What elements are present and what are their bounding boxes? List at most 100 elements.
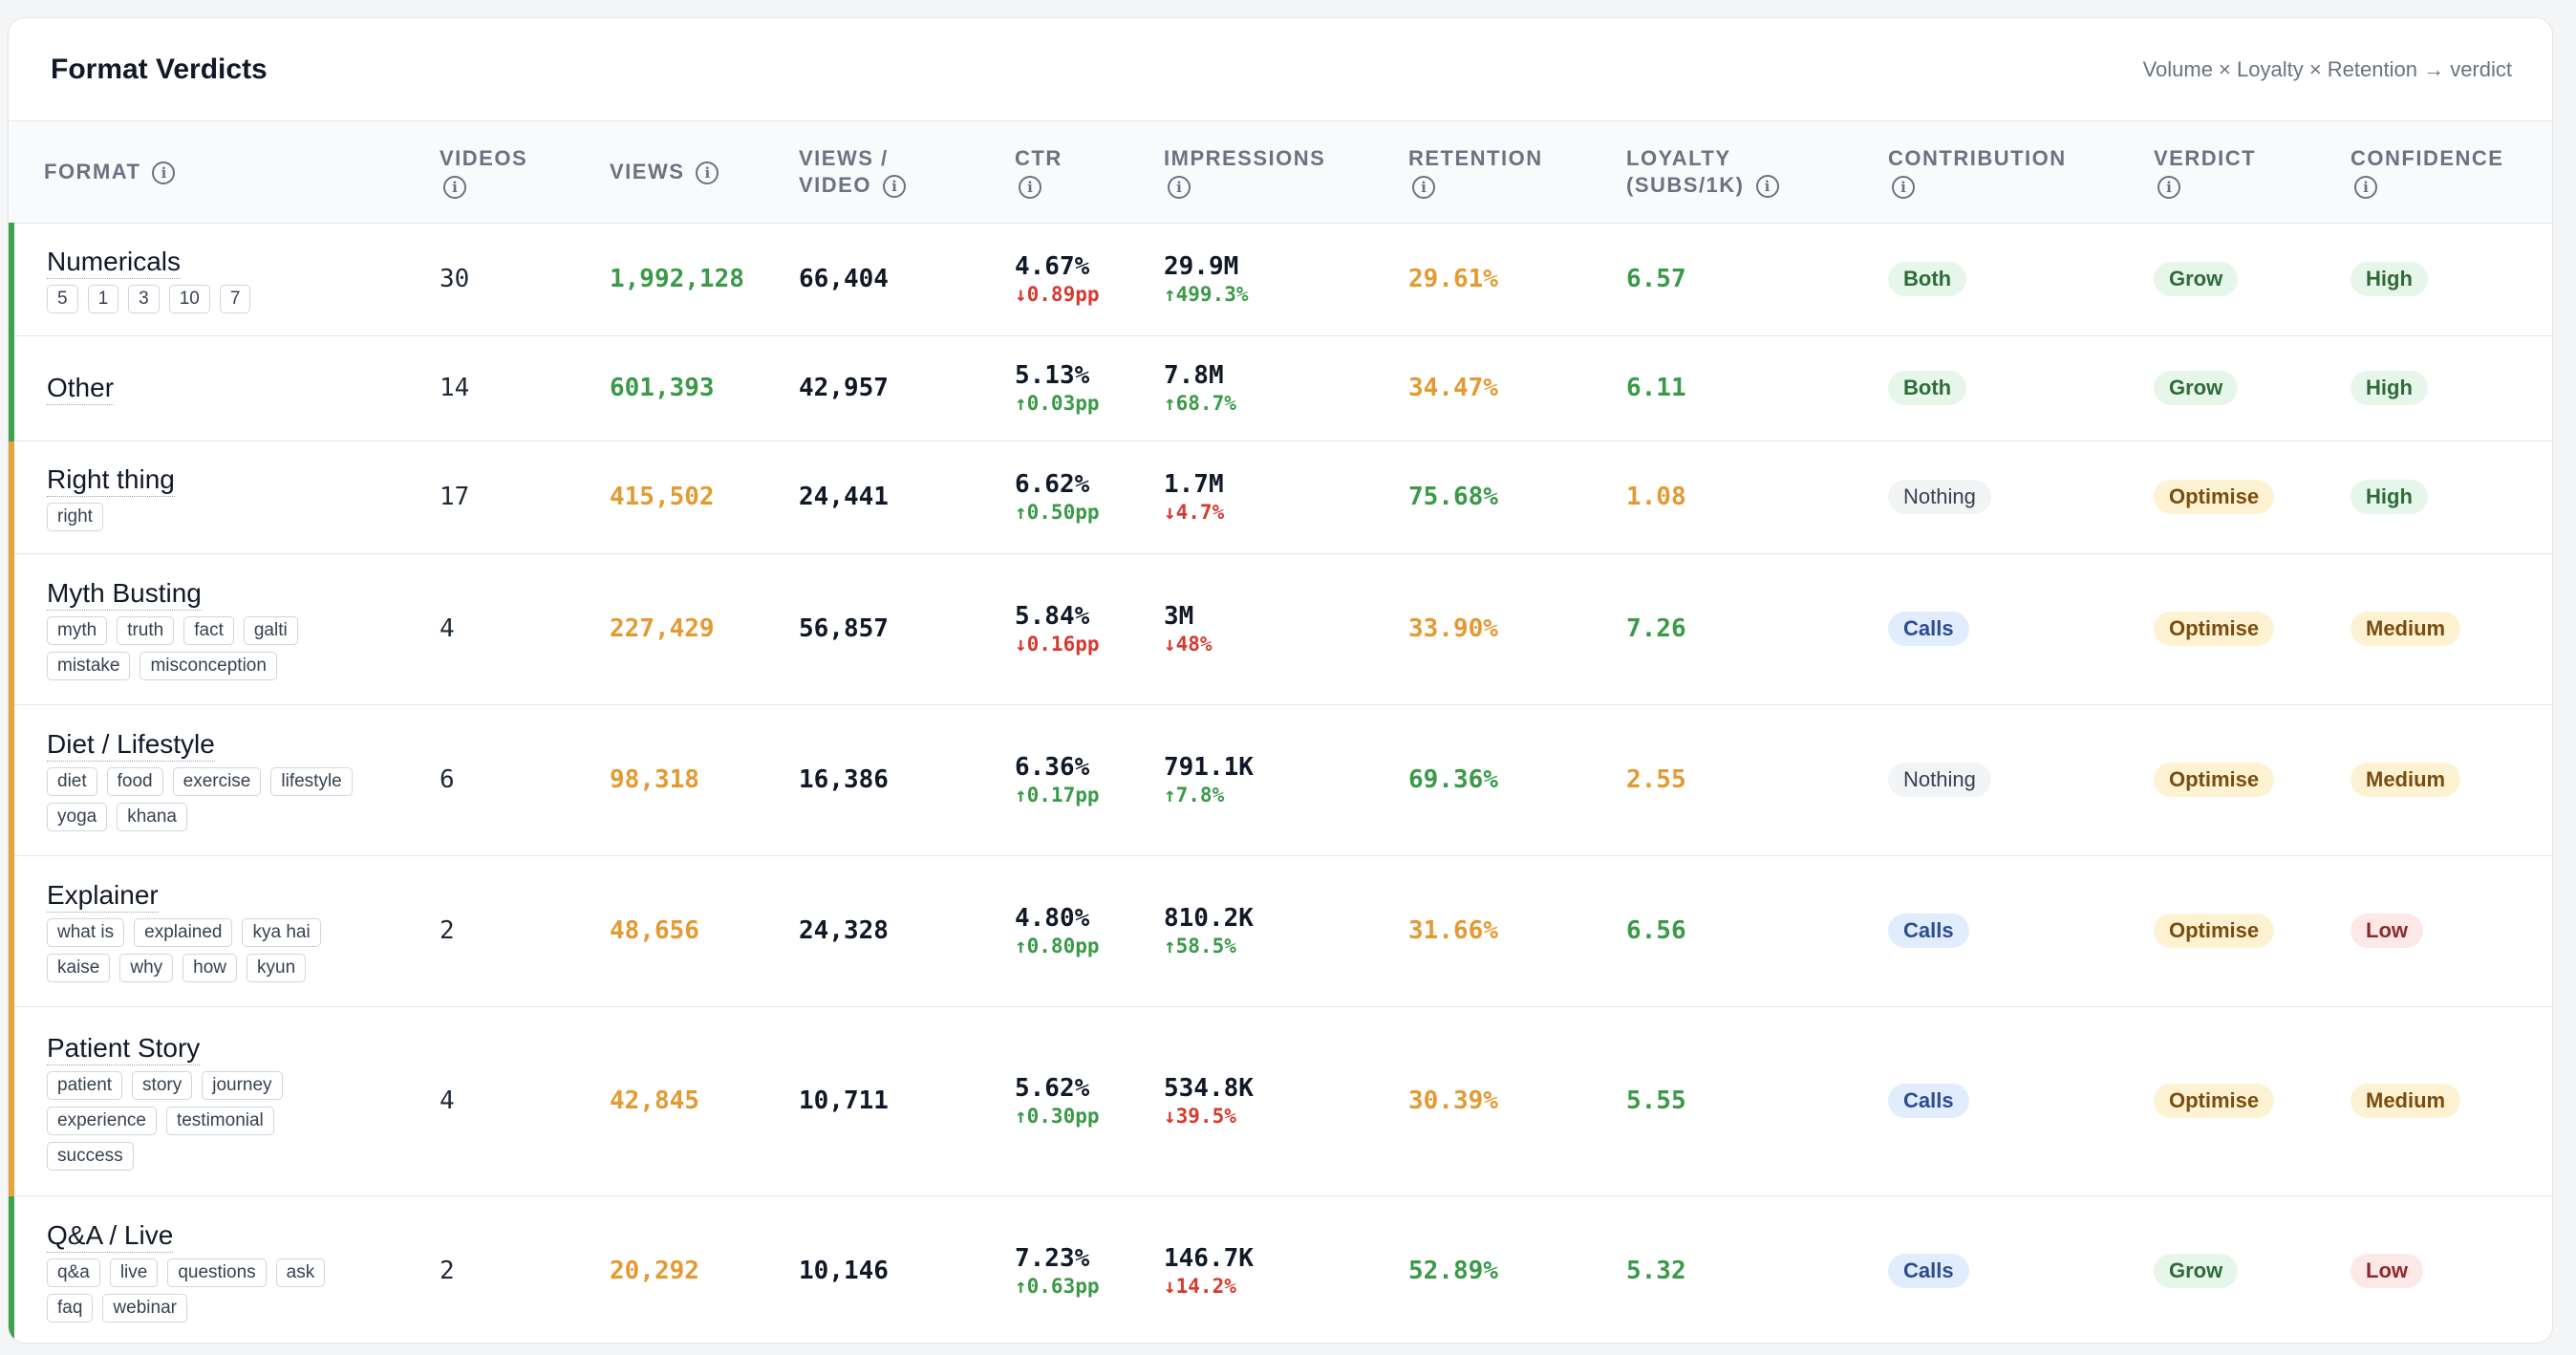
info-icon[interactable]: i (1168, 175, 1191, 199)
retention-cell: 52.89% (1408, 1257, 1498, 1285)
keyword-tag: kyun (247, 954, 307, 982)
verdict-cell: Grow (2154, 223, 2351, 335)
keyword-tag: experience (47, 1106, 157, 1135)
col-contribution[interactable]: CONTRIBUTION i (1888, 121, 2154, 223)
format-name[interactable]: Other (47, 372, 115, 405)
col-retention[interactable]: RETENTION i (1408, 121, 1626, 223)
info-icon[interactable]: i (1755, 174, 1779, 198)
table-row[interactable]: Diet / Lifestyle diet food exercise lifestyl… (9, 704, 2552, 855)
info-icon[interactable]: i (2354, 175, 2377, 199)
impressions-value: 3M (1164, 602, 1194, 631)
loyalty-cell: 5.32 (1626, 1257, 1686, 1285)
col-videos[interactable]: VIDEOS i (440, 121, 610, 223)
col-views-per-video[interactable]: VIEWS / VIDEO i (799, 121, 1015, 223)
keyword-tag: misconception (140, 652, 277, 680)
keyword-tag: khana (117, 803, 187, 831)
views-per-video-cell: 56,857 (799, 614, 889, 643)
info-icon[interactable]: i (1019, 175, 1041, 199)
contribution-badge: Calls (1888, 612, 1969, 646)
info-icon[interactable]: i (443, 175, 466, 199)
contribution-cell: Both (1888, 335, 2154, 441)
table-row[interactable]: Myth Busting myth truth fact galti mistake mis… (9, 553, 2552, 704)
impressions-value: 29.9M (1164, 252, 1239, 281)
info-icon[interactable]: i (152, 161, 176, 184)
table-row[interactable]: Q&A / Live q&a live questions ask faq webinar 2… (9, 1195, 2552, 1343)
info-icon[interactable]: i (2157, 175, 2180, 199)
table-row[interactable]: Right thing right 17 415,502 24,441 6.62% ↑0.5… (9, 441, 2552, 553)
impressions-delta: ↓48% (1164, 633, 1213, 656)
ctr-cell: 5.13% ↑0.03pp (1015, 335, 1164, 441)
impressions-delta: ↑499.3% (1164, 283, 1249, 306)
ctr-value: 7.23% (1015, 1244, 1090, 1273)
format-name[interactable]: Right thing (47, 463, 175, 497)
format-verdicts-card: Format Verdicts Volume × Loyalty × Reten… (8, 17, 2553, 1344)
table-body: Numericals 5 1 3 10 7 30 1,992,128 66,404 4.67% ↓0… (9, 223, 2552, 1343)
impressions-value: 791.1K (1164, 753, 1254, 782)
confidence-badge: Medium (2351, 1084, 2461, 1118)
col-impressions[interactable]: IMPRESSIONS i (1164, 121, 1408, 223)
verdict-badge: Optimise (2154, 914, 2275, 948)
contribution-cell: Calls (1888, 553, 2154, 704)
loyalty-cell: 2.55 (1626, 765, 1686, 794)
verdict-cell: Optimise (2154, 704, 2351, 855)
keyword-tag: truth (117, 616, 175, 645)
impressions-cell: 7.8M ↑68.7% (1164, 335, 1408, 441)
keyword-tag: webinar (102, 1294, 187, 1323)
loyalty-cell: 7.26 (1626, 614, 1686, 643)
retention-cell: 69.36% (1408, 765, 1498, 794)
format-name[interactable]: Numericals (47, 246, 182, 279)
views-per-video-cell: 66,404 (799, 265, 889, 293)
ctr-value: 6.62% (1015, 470, 1090, 499)
format-name[interactable]: Myth Busting (47, 577, 202, 611)
retention-cell: 31.66% (1408, 916, 1498, 945)
impressions-cell: 146.7K ↓14.2% (1164, 1195, 1408, 1343)
contribution-badge: Calls (1888, 1084, 1969, 1118)
confidence-badge: High (2351, 262, 2428, 296)
videos-cell: 2 (440, 916, 455, 945)
col-verdict[interactable]: VERDICT i (2154, 121, 2351, 223)
verdict-cell: Optimise (2154, 855, 2351, 1006)
confidence-cell: High (2351, 335, 2552, 441)
confidence-cell: Medium (2351, 704, 2552, 855)
format-name[interactable]: Explainer (47, 879, 159, 913)
contribution-cell: Nothing (1888, 704, 2154, 855)
keyword-tag: questions (167, 1258, 267, 1287)
col-views[interactable]: VIEWS i (610, 121, 799, 223)
tag-list: diet food exercise lifestyle yoga khana (47, 767, 362, 831)
contribution-badge: Calls (1888, 914, 1969, 948)
verdict-badge: Grow (2154, 1254, 2239, 1288)
card-header: Format Verdicts Volume × Loyalty × Reten… (9, 18, 2552, 121)
table-row[interactable]: Numericals 5 1 3 10 7 30 1,992,128 66,404 4.67% ↓0… (9, 223, 2552, 335)
impressions-delta: ↑68.7% (1164, 392, 1236, 415)
keyword-tag: 5 (47, 284, 78, 313)
contribution-cell: Calls (1888, 1006, 2154, 1195)
col-loyalty[interactable]: LOYALTY (SUBS/1K) i (1626, 121, 1888, 223)
contribution-badge: Both (1888, 262, 1967, 296)
loyalty-cell: 6.57 (1626, 265, 1686, 293)
format-name[interactable]: Diet / Lifestyle (47, 728, 215, 762)
col-ctr[interactable]: CTR i (1015, 121, 1164, 223)
table-row[interactable]: Other 14 601,393 42,957 5.13% ↑0.03pp 7.8M ↑68.… (9, 335, 2552, 441)
col-confidence[interactable]: CONFIDENCE i (2351, 121, 2552, 223)
col-format[interactable]: FORMAT i (11, 121, 440, 223)
keyword-tag: food (106, 767, 163, 796)
keyword-tag: ask (275, 1258, 326, 1287)
info-icon[interactable]: i (1892, 175, 1915, 199)
table-row[interactable]: Explainer what is explained kya hai kaise why… (9, 855, 2552, 1006)
table-row[interactable]: Patient Story patient story journey experien… (9, 1006, 2552, 1195)
keyword-tag: patient (47, 1070, 123, 1100)
verdict-cell: Optimise (2154, 441, 2351, 553)
info-icon[interactable]: i (882, 174, 906, 198)
format-name[interactable]: Patient Story (47, 1032, 201, 1065)
format-name[interactable]: Q&A / Live (47, 1219, 174, 1253)
impressions-cell: 29.9M ↑499.3% (1164, 223, 1408, 335)
info-icon[interactable]: i (696, 161, 719, 184)
format-cell: Diet / Lifestyle diet food exercise lifestyl… (9, 704, 440, 855)
keyword-tag: exercise (172, 767, 262, 796)
contribution-badge: Both (1888, 371, 1967, 405)
verdict-badge: Optimise (2154, 763, 2275, 797)
keyword-tag: kaise (47, 954, 111, 982)
loyalty-cell: 6.11 (1626, 374, 1686, 402)
info-icon[interactable]: i (1412, 175, 1435, 199)
contribution-cell: Nothing (1888, 441, 2154, 553)
